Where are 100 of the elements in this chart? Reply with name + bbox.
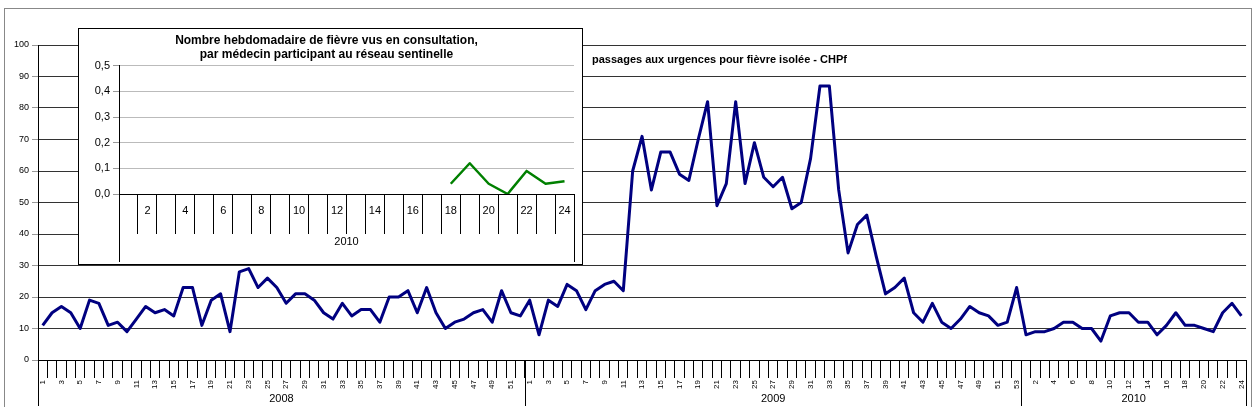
x-tick-label: 47 — [468, 379, 478, 389]
chart-title: Nombre hebdomadaire de fièvre vus en consultation, par médecin participant au réseau sentinelle — [175, 32, 478, 61]
x-tick-label: 13 — [637, 379, 647, 389]
y-tick-label: 0,3 — [94, 110, 110, 123]
x-tick-label: 1 — [524, 379, 534, 385]
y-tick-label: 30 — [18, 259, 29, 270]
x-tick-label: 14 — [368, 203, 382, 216]
x-tick-label: 7 — [94, 379, 104, 385]
x-tick-label: 29 — [300, 379, 310, 389]
x-tick-label: 10 — [292, 203, 306, 216]
x-tick-label: 22 — [1217, 379, 1227, 389]
annotation: 2010 — [334, 235, 359, 248]
y-tick-label: 50 — [18, 196, 29, 207]
y-tick-label: 80 — [18, 102, 29, 113]
x-tick-label: 41 — [899, 379, 909, 389]
x-tick-label: 21 — [225, 379, 235, 389]
x-tick-label: 21 — [712, 379, 722, 389]
x-tick-label: 8 — [1086, 379, 1096, 385]
y-tick-label: 0,0 — [94, 187, 110, 200]
x-tick-label: 51 — [993, 379, 1003, 389]
x-tick-label: 20 — [1199, 379, 1209, 389]
x-tick-label: 3 — [543, 379, 553, 385]
x-tick-label: 33 — [824, 379, 834, 389]
x-tick-label: 43 — [431, 379, 441, 389]
x-tick-label: 51 — [506, 379, 516, 389]
x-tick-label: 24 — [1236, 379, 1246, 389]
x-tick-label: 1 — [37, 379, 47, 385]
x-tick-label: 6 — [1068, 379, 1078, 385]
x-tick-label: 31 — [805, 379, 815, 389]
x-tick-label: 12 — [330, 203, 344, 216]
x-tick-label: 4 — [182, 203, 189, 216]
text: 2010 — [1121, 392, 1146, 405]
x-tick-label: 5 — [562, 379, 572, 385]
y-tick-label: 0,2 — [94, 135, 110, 148]
x-tick-label: 23 — [730, 379, 740, 389]
x-tick-label: 16 — [1161, 379, 1171, 389]
x-tick-label: 10 — [1105, 379, 1115, 389]
x-tick-label: 27 — [768, 379, 778, 389]
x-tick-label: 27 — [281, 379, 291, 389]
x-tick-label: 18 — [1180, 379, 1190, 389]
x-tick-label: 49 — [974, 379, 984, 389]
x-tick-label: 14 — [1142, 379, 1152, 389]
x-tick-label: 39 — [393, 379, 403, 389]
x-tick-label: 45 — [449, 379, 459, 389]
x-tick-label: 3 — [56, 379, 66, 385]
y-tick-label: 0 — [23, 354, 29, 365]
x-tick-label: 9 — [112, 379, 122, 385]
x-tick-label: 5 — [75, 379, 85, 385]
x-tick-label: 39 — [880, 379, 890, 389]
x-tick-label: 19 — [206, 379, 216, 389]
x-tick-label: 4 — [1049, 379, 1059, 385]
x-tick-label: 25 — [262, 379, 272, 389]
x-tick-label: 9 — [599, 379, 609, 385]
x-tick-label: 37 — [375, 379, 385, 389]
x-tick-label: 53 — [1011, 379, 1021, 389]
y-tick-label: 90 — [18, 70, 29, 81]
x-tick-label: 19 — [693, 379, 703, 389]
x-tick-label: 16 — [406, 203, 419, 216]
x-tick-label: 25 — [749, 379, 759, 389]
x-tick-label: 33 — [337, 379, 347, 389]
x-tick-label: 31 — [318, 379, 328, 389]
x-tick-label: 41 — [412, 379, 422, 389]
y-tick-label: 0,4 — [94, 84, 110, 97]
x-tick-label: 45 — [936, 379, 946, 389]
x-tick-label: 15 — [655, 379, 665, 389]
x-tick-label: 43 — [918, 379, 928, 389]
y-tick-label: 20 — [18, 291, 29, 302]
x-tick-label: 24 — [558, 203, 571, 216]
x-tick-label: 17 — [187, 379, 197, 389]
x-tick-label: 20 — [482, 203, 495, 216]
text: passages aux urgences pour fièvre isolée - CHPf — [592, 53, 848, 66]
x-tick-label: 18 — [444, 203, 457, 216]
text: 2009 — [760, 392, 786, 405]
x-tick-label: 12 — [1124, 379, 1134, 389]
x-tick-label: 8 — [258, 203, 265, 216]
y-tick-label: 0,5 — [94, 58, 110, 71]
y-tick-label: 10 — [18, 322, 29, 333]
x-tick-label: 35 — [843, 379, 853, 389]
x-tick-label: 17 — [674, 379, 684, 389]
y-tick-label: 100 — [13, 39, 29, 50]
y-tick-label: 60 — [18, 165, 29, 176]
y-tick-label: 40 — [18, 228, 29, 239]
x-tick-label: 13 — [150, 379, 160, 389]
x-tick-label: 11 — [618, 379, 628, 389]
x-tick-label: 35 — [356, 379, 366, 389]
x-tick-label: 29 — [787, 379, 797, 389]
y-tick-label: 70 — [18, 133, 29, 144]
x-tick-label: 11 — [131, 379, 141, 389]
text: 2008 — [269, 392, 294, 405]
x-tick-label: 6 — [220, 203, 227, 216]
x-tick-label: 23 — [243, 379, 253, 389]
x-tick-label: 37 — [861, 379, 871, 389]
x-tick-label: 7 — [581, 379, 591, 385]
x-tick-label: 15 — [168, 379, 178, 389]
x-tick-label: 2 — [144, 203, 151, 216]
x-tick-label: 22 — [520, 203, 533, 216]
x-tick-label: 2 — [1030, 379, 1040, 385]
x-tick-label: 49 — [487, 379, 497, 389]
x-tick-label: 47 — [955, 379, 965, 389]
y-tick-label: 0,1 — [94, 161, 110, 174]
